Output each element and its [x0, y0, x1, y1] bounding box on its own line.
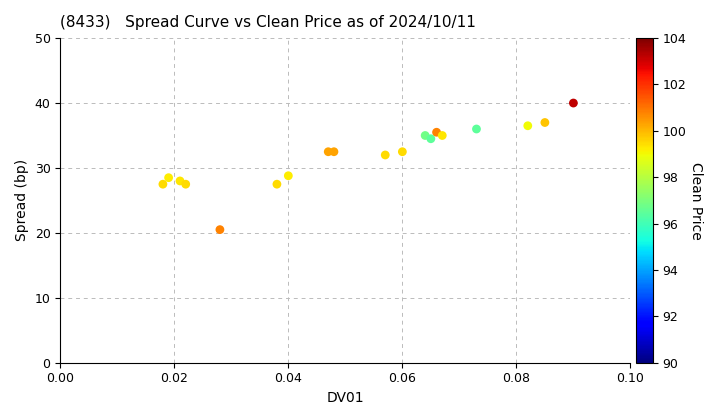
Point [157, 181, 168, 188]
Point [163, 174, 174, 181]
Point [436, 132, 448, 139]
Text: (8433)   Spread Curve vs Clean Price as of 2024/10/11: (8433) Spread Curve vs Clean Price as of… [60, 15, 476, 30]
Point [567, 100, 579, 106]
Point [271, 181, 283, 188]
Point [379, 152, 391, 158]
X-axis label: DV01: DV01 [327, 391, 364, 405]
Point [431, 129, 442, 136]
Point [420, 132, 431, 139]
Point [282, 172, 294, 179]
Point [471, 126, 482, 132]
Point [180, 181, 192, 188]
Point [522, 122, 534, 129]
Point [539, 119, 551, 126]
Y-axis label: Clean Price: Clean Price [689, 162, 703, 239]
Point [214, 226, 225, 233]
Point [174, 178, 186, 184]
Point [323, 148, 334, 155]
Y-axis label: Spread (bp): Spread (bp) [15, 159, 29, 242]
Point [425, 135, 436, 142]
Point [397, 148, 408, 155]
Point [328, 148, 340, 155]
